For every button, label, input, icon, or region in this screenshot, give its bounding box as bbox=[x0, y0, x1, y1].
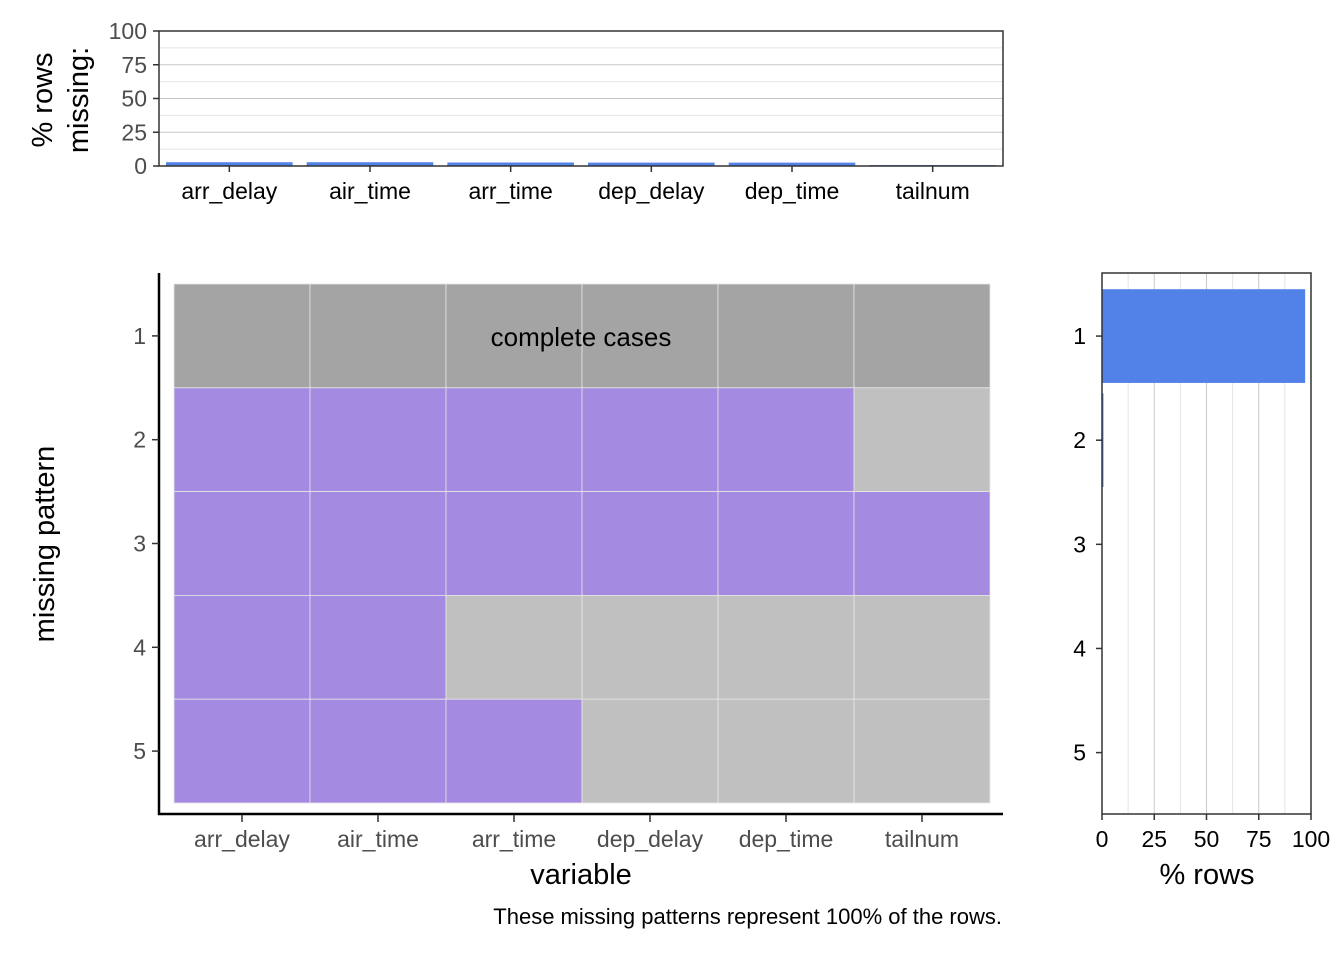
right-x-tick-label: 25 bbox=[1141, 826, 1167, 852]
right-y-tick-label: 3 bbox=[1073, 531, 1086, 557]
main-x-tick-label: arr_time bbox=[472, 826, 556, 852]
pattern-tiles bbox=[173, 283, 991, 804]
top-y-tick-label: 75 bbox=[121, 52, 147, 78]
top-y-axis-title-line1: % rows bbox=[27, 52, 59, 147]
pattern-tile bbox=[717, 698, 855, 804]
right-x-tick-label: 100 bbox=[1292, 826, 1330, 852]
pattern-tile bbox=[717, 387, 855, 492]
top-x-tick-label: tailnum bbox=[896, 178, 970, 204]
top-x-tick-label: dep_delay bbox=[598, 178, 705, 204]
top-y-ticks: 0 25 50 75 100 bbox=[109, 18, 159, 179]
top-gridlines bbox=[159, 30, 1003, 167]
right-bar-panel: 1 2 3 4 5 0 25 50 75 100 % rows bbox=[1073, 272, 1330, 891]
main-x-tick-label: arr_delay bbox=[194, 826, 290, 852]
pattern-tile bbox=[445, 491, 583, 596]
top-x-tick-label: arr_time bbox=[468, 178, 552, 204]
main-y-axis-title: missing pattern bbox=[29, 446, 61, 643]
right-y-tick-label: 4 bbox=[1073, 635, 1086, 661]
main-y-tick-label: 5 bbox=[133, 738, 146, 764]
main-x-tick-label: air_time bbox=[337, 826, 419, 852]
main-x-tick-label: tailnum bbox=[885, 826, 959, 852]
main-y-tick-label: 4 bbox=[133, 634, 146, 660]
pattern-tile bbox=[717, 595, 855, 700]
pattern-tile bbox=[309, 387, 447, 492]
main-y-ticks: 1 2 3 4 5 bbox=[133, 323, 159, 764]
right-x-tick-label: 0 bbox=[1096, 826, 1109, 852]
right-y-tick-label: 5 bbox=[1073, 740, 1086, 766]
pattern-tile bbox=[581, 387, 719, 492]
pattern-tile bbox=[173, 698, 311, 804]
top-y-tick-label: 50 bbox=[121, 86, 147, 112]
pattern-tile bbox=[445, 387, 583, 492]
top-y-tick-label: 100 bbox=[109, 18, 147, 44]
main-y-tick-label: 3 bbox=[133, 531, 146, 557]
main-x-axis-title: variable bbox=[530, 859, 632, 891]
complete-cases-label: complete cases bbox=[491, 322, 672, 352]
main-x-tick-label: dep_time bbox=[739, 826, 834, 852]
pattern-tile bbox=[445, 698, 583, 804]
top-x-tick-label: dep_time bbox=[745, 178, 840, 204]
pattern-tile bbox=[173, 491, 311, 596]
right-x-tick-label: 75 bbox=[1246, 826, 1272, 852]
top-x-tick-label: air_time bbox=[329, 178, 411, 204]
top-bar bbox=[588, 162, 715, 166]
caption: These missing patterns represent 100% of… bbox=[493, 904, 1002, 929]
top-x-ticks: arr_delay air_time arr_time dep_delay dep_ti… bbox=[181, 166, 970, 204]
right-y-ticks: 1 2 3 4 5 bbox=[1073, 323, 1102, 766]
pattern-tile bbox=[445, 595, 583, 700]
top-bar bbox=[447, 162, 574, 166]
pattern-tile bbox=[309, 283, 447, 389]
top-bar bbox=[728, 162, 856, 166]
top-x-tick-label: arr_delay bbox=[181, 178, 277, 204]
pattern-tile bbox=[309, 595, 447, 700]
pattern-tile bbox=[309, 698, 447, 804]
pattern-tile bbox=[309, 491, 447, 596]
top-bar-panel: 0 25 50 75 100 arr_delay air_time arr_time dep_… bbox=[27, 18, 1004, 204]
right-x-axis-title: % rows bbox=[1159, 859, 1254, 891]
pattern-tile bbox=[853, 283, 991, 389]
right-y-tick-label: 1 bbox=[1073, 323, 1086, 349]
top-y-tick-label: 0 bbox=[134, 153, 147, 179]
pattern-tile bbox=[853, 595, 991, 700]
top-bar bbox=[166, 162, 293, 166]
main-x-tick-label: dep_delay bbox=[597, 826, 704, 852]
top-y-tick-label: 25 bbox=[121, 119, 147, 145]
pattern-tile bbox=[581, 491, 719, 596]
right-x-tick-label: 50 bbox=[1194, 826, 1220, 852]
pattern-tile bbox=[853, 491, 991, 596]
pattern-tile bbox=[581, 698, 719, 804]
pattern-tile bbox=[853, 698, 991, 804]
main-y-tick-label: 1 bbox=[133, 323, 146, 349]
pattern-tile bbox=[717, 283, 855, 389]
right-y-tick-label: 2 bbox=[1073, 427, 1086, 453]
main-y-tick-label: 2 bbox=[133, 427, 146, 453]
right-x-ticks: 0 25 50 75 100 bbox=[1096, 814, 1330, 852]
pattern-tile bbox=[173, 595, 311, 700]
main-x-ticks: arr_delay air_time arr_time dep_delay dep_ti… bbox=[194, 815, 959, 852]
right-bar bbox=[1102, 289, 1306, 383]
right-bars bbox=[1102, 289, 1306, 696]
top-bar bbox=[306, 162, 434, 166]
pattern-tile bbox=[173, 283, 311, 389]
pattern-tile bbox=[717, 491, 855, 596]
pattern-tile bbox=[581, 283, 719, 389]
pattern-tile bbox=[173, 387, 311, 492]
top-y-axis-title-line2: missing: bbox=[63, 47, 95, 153]
pattern-tile bbox=[581, 595, 719, 700]
pattern-tile bbox=[853, 387, 991, 492]
pattern-tile bbox=[445, 283, 583, 389]
